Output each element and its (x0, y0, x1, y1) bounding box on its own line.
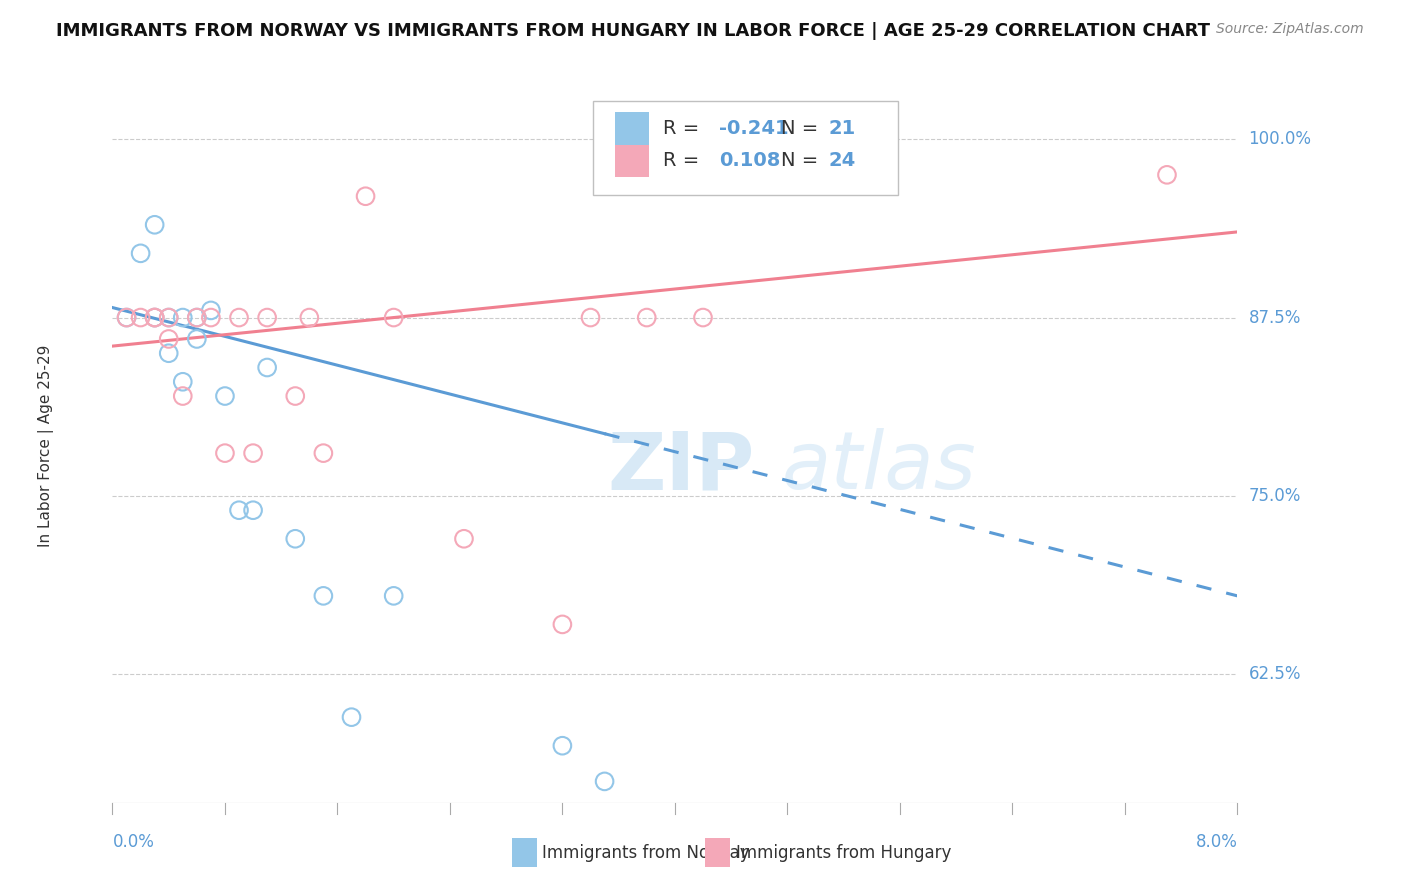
Point (143, 310, 166, 325)
Point (157, 332, 180, 346)
Text: Immigrants from Norway: Immigrants from Norway (543, 844, 749, 862)
Text: 8.0%: 8.0% (1195, 833, 1237, 851)
Text: 87.5%: 87.5% (1249, 309, 1301, 326)
Point (340, 710, 363, 724)
Text: -0.241: -0.241 (718, 119, 789, 138)
Text: Immigrants from Hungary: Immigrants from Hungary (735, 844, 950, 862)
Text: R =: R = (662, 151, 704, 170)
Point (593, 774, 616, 789)
Text: N =: N = (780, 151, 824, 170)
Point (382, 310, 405, 325)
Point (453, 532, 475, 546)
Point (143, 218, 166, 232)
Point (157, 310, 180, 325)
Text: 100.0%: 100.0% (1249, 130, 1312, 148)
FancyBboxPatch shape (593, 102, 897, 194)
Point (284, 389, 307, 403)
Text: N =: N = (780, 119, 824, 138)
Point (551, 617, 574, 632)
Bar (512, 838, 537, 867)
Point (172, 389, 194, 403)
Text: Source: ZipAtlas.com: Source: ZipAtlas.com (1216, 22, 1364, 37)
Text: R =: R = (662, 119, 704, 138)
Text: 0.108: 0.108 (718, 151, 780, 170)
Point (172, 375, 194, 389)
Point (579, 310, 602, 325)
Text: 21: 21 (830, 119, 856, 138)
Point (129, 310, 152, 325)
Text: 0.0%: 0.0% (112, 833, 155, 851)
Point (692, 310, 714, 325)
Bar (616, 145, 650, 177)
Text: ZIP: ZIP (607, 428, 755, 507)
Point (242, 503, 264, 517)
Point (115, 310, 138, 325)
Point (115, 310, 138, 325)
Point (298, 310, 321, 325)
Text: 62.5%: 62.5% (1249, 665, 1301, 683)
Bar (616, 112, 650, 145)
Text: atlas: atlas (782, 428, 977, 507)
Point (1156, 168, 1178, 182)
Point (157, 346, 180, 360)
Point (172, 310, 194, 325)
Text: 75.0%: 75.0% (1249, 487, 1301, 505)
Point (143, 310, 166, 325)
Point (354, 189, 377, 203)
Point (242, 446, 264, 460)
Point (143, 310, 166, 325)
Point (228, 310, 250, 325)
Point (228, 503, 250, 517)
Point (200, 310, 222, 325)
Point (382, 589, 405, 603)
Point (256, 310, 278, 325)
Point (214, 446, 236, 460)
Text: IMMIGRANTS FROM NORWAY VS IMMIGRANTS FROM HUNGARY IN LABOR FORCE | AGE 25-29 COR: IMMIGRANTS FROM NORWAY VS IMMIGRANTS FRO… (56, 22, 1211, 40)
Point (200, 303, 222, 318)
Point (129, 246, 152, 260)
Point (186, 310, 208, 325)
Text: In Labor Force | Age 25-29: In Labor Force | Age 25-29 (38, 345, 53, 547)
Bar (706, 838, 730, 867)
Point (312, 446, 335, 460)
Point (157, 310, 180, 325)
Point (186, 332, 208, 346)
Point (551, 739, 574, 753)
Point (256, 360, 278, 375)
Point (214, 389, 236, 403)
Point (186, 310, 208, 325)
Text: 24: 24 (830, 151, 856, 170)
Point (312, 589, 335, 603)
Point (284, 532, 307, 546)
Point (636, 310, 658, 325)
